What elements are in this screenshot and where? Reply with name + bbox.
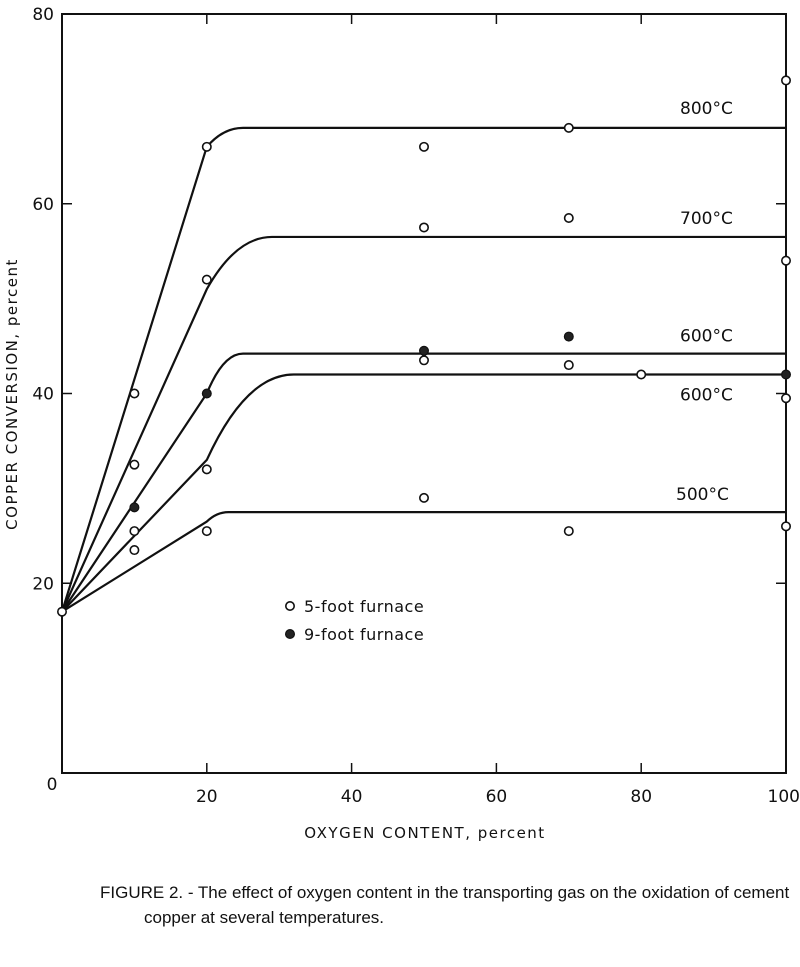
x-tick-label: 60 <box>486 787 508 807</box>
figure-caption: FIGURE 2. - The effect of oxygen content… <box>100 880 790 930</box>
y-tick-label: 20 <box>32 574 54 594</box>
data-point-5-foot <box>563 360 574 371</box>
series-line <box>61 510 786 613</box>
series-line <box>60 235 786 613</box>
data-point-5-foot <box>780 393 791 404</box>
data-point-5-foot <box>129 388 140 399</box>
data-point-5-foot <box>201 464 212 475</box>
data-point-9-foot <box>419 345 430 356</box>
data-point-9-foot <box>129 502 140 513</box>
data-point-5-foot <box>780 75 791 86</box>
data-point-5-foot <box>129 526 140 537</box>
data-points <box>56 75 791 617</box>
data-point-5-foot <box>563 212 574 223</box>
data-point-5-foot <box>56 606 67 617</box>
data-point-5-foot <box>201 141 212 152</box>
curve-label: 500°C <box>676 485 729 505</box>
x-tick-label: 40 <box>341 787 363 807</box>
series-line <box>61 352 786 613</box>
x-tick-label: 100 <box>768 787 800 807</box>
legend: 5-foot furnace 9-foot furnace <box>284 597 424 644</box>
data-point-9-foot <box>780 369 791 380</box>
series-line <box>61 373 786 613</box>
curves <box>60 126 786 613</box>
data-point-5-foot <box>563 122 574 133</box>
data-point-5-foot <box>418 141 429 152</box>
data-point-9-foot <box>563 331 574 342</box>
chart: 0 20 40 60 80 100 20 40 60 80 800°C 700°C 600°C 600°… <box>3 5 800 842</box>
y-axis-title: COPPER CONVERSION, percent <box>3 258 21 530</box>
y-tick-label: 40 <box>32 385 54 405</box>
data-point-5-foot <box>129 545 140 556</box>
caption-line-2: copper at several temperatures. <box>144 908 385 927</box>
curve-label: 600°C <box>680 327 733 347</box>
y-tick-label: 80 <box>32 5 54 25</box>
legend-filled-circle-icon <box>285 628 296 639</box>
legend-label: 5-foot furnace <box>304 597 424 616</box>
caption-line-1: FIGURE 2. - The effect of oxygen content… <box>100 883 790 902</box>
data-point-5-foot <box>418 492 429 503</box>
legend-open-circle-icon <box>284 600 295 611</box>
data-point-5-foot <box>201 526 212 537</box>
data-point-5-foot <box>418 222 429 233</box>
curve-label: 600°C <box>680 386 733 406</box>
data-point-5-foot <box>418 355 429 366</box>
data-point-5-foot <box>201 274 212 285</box>
data-point-5-foot <box>780 521 791 532</box>
legend-label: 9-foot furnace <box>304 625 424 644</box>
curve-labels: 800°C 700°C 600°C 600°C 500°C <box>676 99 733 505</box>
data-point-5-foot <box>129 459 140 470</box>
data-point-5-foot <box>563 526 574 537</box>
y-tick-label: 60 <box>32 195 54 215</box>
axes: 0 20 40 60 80 100 20 40 60 80 <box>32 5 800 807</box>
x-tick-label: 80 <box>630 787 652 807</box>
x-tick-label: 0 <box>47 775 58 795</box>
data-point-9-foot <box>201 388 212 399</box>
curve-label: 800°C <box>680 99 733 119</box>
x-axis-title: OXYGEN CONTENT, percent <box>304 824 545 842</box>
data-point-5-foot <box>780 255 791 266</box>
data-point-5-foot <box>636 369 647 380</box>
x-tick-label: 20 <box>196 787 218 807</box>
curve-label: 700°C <box>680 209 733 229</box>
